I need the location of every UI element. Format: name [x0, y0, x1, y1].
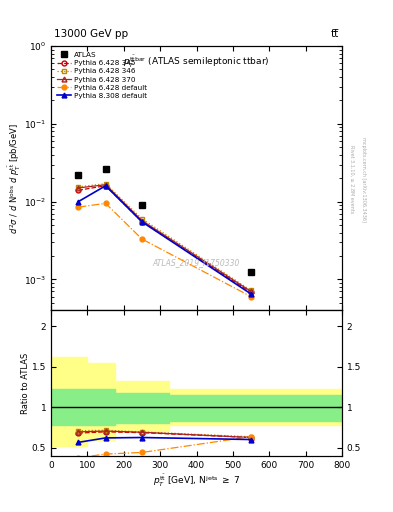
Pythia 8.308 default: [140, 219, 144, 225]
Pythia 6.428 345: [249, 289, 253, 295]
Line: Pythia 8.308 default: Pythia 8.308 default: [76, 183, 253, 296]
Pythia 6.428 346: [249, 287, 253, 293]
ATLAS: [140, 202, 144, 208]
Text: mcplots.cern.ch [arXiv:1306.3436]: mcplots.cern.ch [arXiv:1306.3436]: [361, 137, 366, 222]
Pythia 6.428 370: [103, 182, 108, 188]
Pythia 6.428 370: [140, 218, 144, 224]
Pythia 6.428 346: [140, 216, 144, 222]
Text: Rivet 3.1.10, ≥ 2.8M events: Rivet 3.1.10, ≥ 2.8M events: [349, 145, 354, 214]
ATLAS: [76, 172, 81, 178]
Pythia 6.428 370: [249, 288, 253, 294]
Text: tt̅: tt̅: [331, 30, 339, 39]
Pythia 6.428 370: [76, 185, 81, 191]
Pythia 6.428 346: [76, 184, 81, 190]
Y-axis label: Ratio to ATLAS: Ratio to ATLAS: [22, 352, 31, 414]
Pythia 6.428 345: [140, 219, 144, 225]
Line: Pythia 6.428 370: Pythia 6.428 370: [76, 182, 253, 294]
Pythia 6.428 default: [249, 293, 253, 300]
Legend: ATLAS, Pythia 6.428 345, Pythia 6.428 346, Pythia 6.428 370, Pythia 6.428 defaul: ATLAS, Pythia 6.428 345, Pythia 6.428 34…: [55, 50, 149, 101]
Pythia 6.428 346: [103, 181, 108, 187]
Text: $p_T^{\mathrm{t\bar{t}bar}}$ (ATLAS semileptonic ttbar): $p_T^{\mathrm{t\bar{t}bar}}$ (ATLAS semi…: [123, 54, 270, 70]
Pythia 6.428 345: [76, 187, 81, 194]
Pythia 6.428 default: [140, 236, 144, 242]
X-axis label: $p^{\mathrm{t\bar{t}}}_{T}$ [GeV], N$^{\mathrm{jets}}$ $\geq$ 7: $p^{\mathrm{t\bar{t}}}_{T}$ [GeV], N$^{\…: [152, 472, 241, 488]
ATLAS: [103, 166, 108, 173]
Line: ATLAS: ATLAS: [75, 166, 254, 275]
Pythia 8.308 default: [103, 183, 108, 189]
ATLAS: [249, 269, 253, 275]
Text: 13000 GeV pp: 13000 GeV pp: [54, 30, 128, 39]
Pythia 8.308 default: [249, 291, 253, 297]
Pythia 8.308 default: [76, 199, 81, 205]
Line: Pythia 6.428 345: Pythia 6.428 345: [76, 183, 253, 295]
Pythia 6.428 default: [103, 200, 108, 206]
Pythia 6.428 default: [76, 204, 81, 210]
Y-axis label: $d^2\sigma$ / $d$ N$^{\mathrm{obs}}$ $d$ $p^{\mathrm{t\bar{t}}}_{\mathrm{T}}$ [p: $d^2\sigma$ / $d$ N$^{\mathrm{obs}}$ $d$…: [6, 123, 22, 233]
Line: Pythia 6.428 346: Pythia 6.428 346: [76, 181, 253, 293]
Pythia 6.428 345: [103, 183, 108, 189]
Line: Pythia 6.428 default: Pythia 6.428 default: [76, 201, 253, 299]
Text: ATLAS_2019_I1750330: ATLAS_2019_I1750330: [153, 258, 240, 267]
